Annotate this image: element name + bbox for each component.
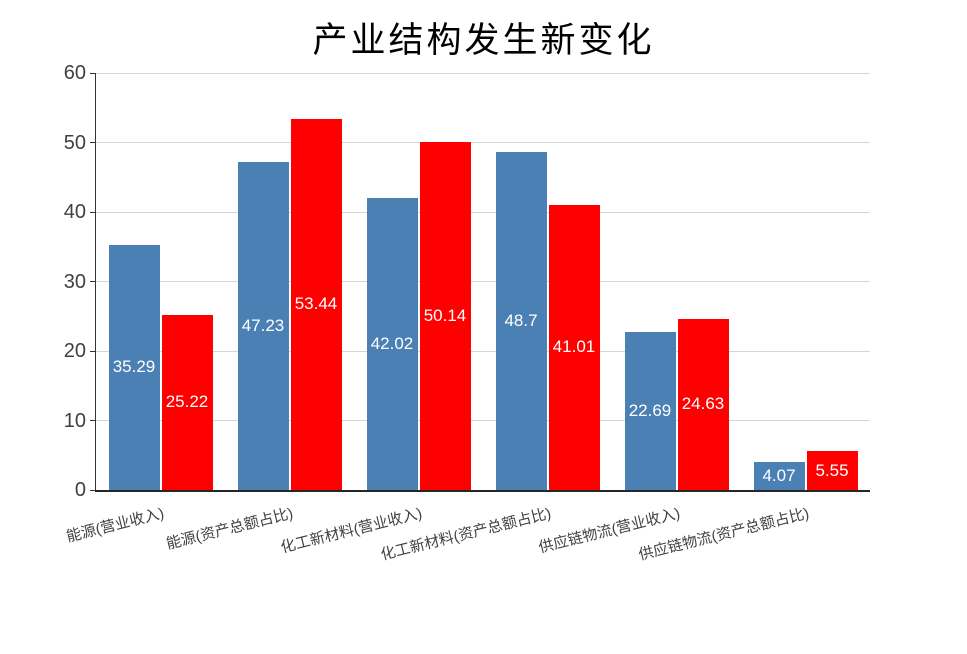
gridline xyxy=(96,211,870,213)
bar-value-label: 25.22 xyxy=(165,392,209,412)
bar-value-label: 41.01 xyxy=(552,337,596,357)
y-axis-tick xyxy=(90,142,96,143)
y-tick-label: 0 xyxy=(74,479,86,501)
bar-value-label: 53.44 xyxy=(294,294,338,314)
bar-blue: 22.69 xyxy=(624,332,676,490)
x-category-label: 能源(资产总额占比) xyxy=(164,504,295,553)
bar-value-label: 4.07 xyxy=(762,465,796,485)
y-tick-label: 30 xyxy=(63,270,86,293)
y-tick-label: 20 xyxy=(63,340,86,362)
bar-red: 50.14 xyxy=(419,141,471,490)
bar-red: 5.55 xyxy=(806,451,858,490)
bar-blue: 42.02 xyxy=(366,197,418,490)
bar-value-label: 48.7 xyxy=(504,310,538,330)
bar-value-label: 22.69 xyxy=(628,401,672,421)
bar-value-label: 35.29 xyxy=(112,357,156,377)
y-tick-label: 10 xyxy=(63,409,86,432)
y-tick-label: 50 xyxy=(63,131,86,154)
gridline xyxy=(96,72,870,74)
y-tick-label: 60 xyxy=(63,62,86,84)
bar-value-label: 5.55 xyxy=(815,460,849,480)
y-axis-tick xyxy=(90,489,96,491)
x-axis-line xyxy=(95,490,870,492)
y-axis-line xyxy=(95,73,96,490)
y-axis-tick xyxy=(90,420,96,421)
bar-value-label: 42.02 xyxy=(370,333,414,353)
bar-red: 24.63 xyxy=(677,318,729,490)
bar-blue: 48.7 xyxy=(495,151,547,490)
bar-red: 25.22 xyxy=(161,314,213,490)
chart-title: 产业结构发生新变化 xyxy=(312,21,655,60)
bar-blue: 47.23 xyxy=(237,161,289,490)
y-tick-label: 40 xyxy=(63,201,86,223)
bar-blue: 35.29 xyxy=(108,244,160,490)
y-axis-tick xyxy=(90,72,96,74)
bar-red: 53.44 xyxy=(290,118,342,490)
bar-value-label: 47.23 xyxy=(241,315,285,335)
gridline xyxy=(96,142,870,143)
gridline xyxy=(96,281,870,282)
gridline xyxy=(96,420,870,421)
gridline xyxy=(96,350,870,352)
x-category-label: 能源(营业收入) xyxy=(64,504,166,546)
y-axis-tick xyxy=(90,350,96,352)
y-axis-tick xyxy=(90,211,96,213)
bar-value-label: 24.63 xyxy=(681,394,725,414)
bar-red: 41.01 xyxy=(548,204,600,490)
y-axis-tick xyxy=(90,281,96,282)
bar-value-label: 50.14 xyxy=(423,305,467,325)
bar-blue: 4.07 xyxy=(753,461,805,490)
